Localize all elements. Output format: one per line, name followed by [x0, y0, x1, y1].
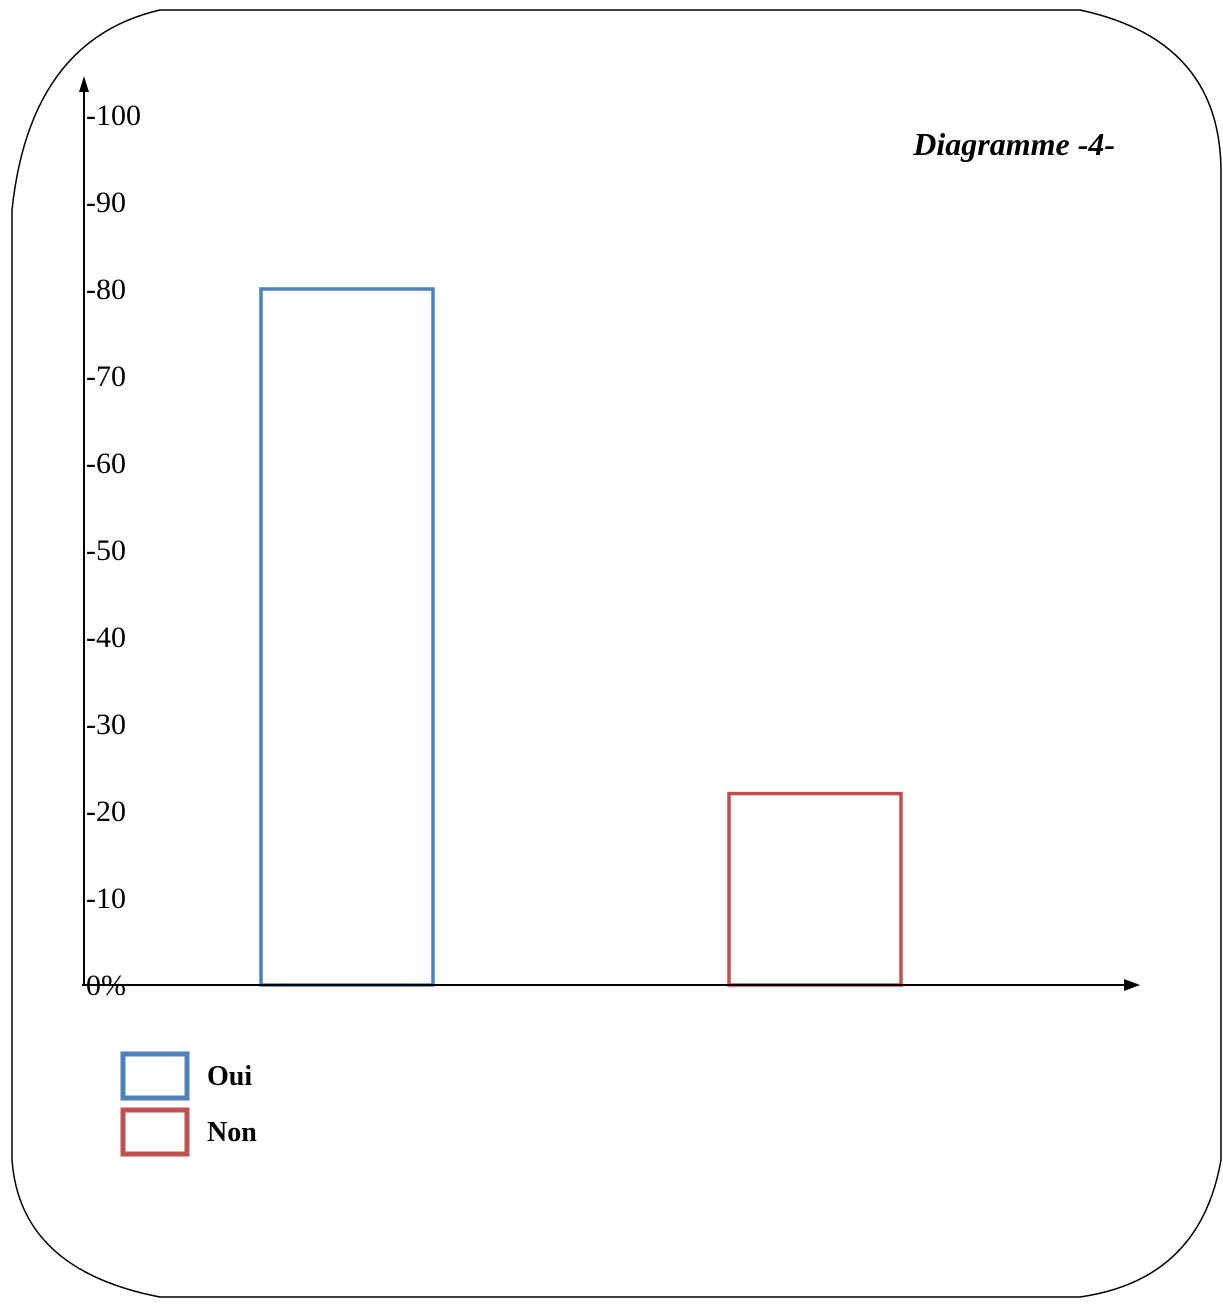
- y-tick-label: -20: [86, 795, 126, 828]
- legend: Oui Non: [120, 1051, 257, 1157]
- rounded-frame: [11, 9, 1222, 1298]
- y-tick-label: -10: [86, 882, 126, 915]
- legend-label-non: Non: [207, 1117, 257, 1148]
- y-tick-label: -90: [86, 186, 126, 219]
- y-tick-label: -60: [86, 447, 126, 480]
- bar-oui: [259, 287, 435, 987]
- bar-non: [727, 791, 903, 987]
- y-axis-ticks: 0%-10-20-30-40-50-60-70-80-90-100: [86, 99, 141, 1002]
- bars-group: [259, 287, 903, 987]
- chart-title: Diagramme -4-: [912, 126, 1115, 162]
- y-tick-label: -50: [86, 534, 126, 567]
- y-axis-arrow: [79, 76, 89, 92]
- y-tick-label: -100: [86, 99, 141, 132]
- y-tick-label: -70: [86, 360, 126, 393]
- legend-swatch-oui: [120, 1051, 190, 1101]
- y-tick-label: -40: [86, 621, 126, 654]
- legend-swatch-non: [120, 1107, 190, 1157]
- y-tick-label: -80: [86, 273, 126, 306]
- x-axis-arrow: [1124, 979, 1140, 991]
- legend-label-oui: Oui: [207, 1061, 252, 1092]
- y-tick-label: -30: [86, 708, 126, 741]
